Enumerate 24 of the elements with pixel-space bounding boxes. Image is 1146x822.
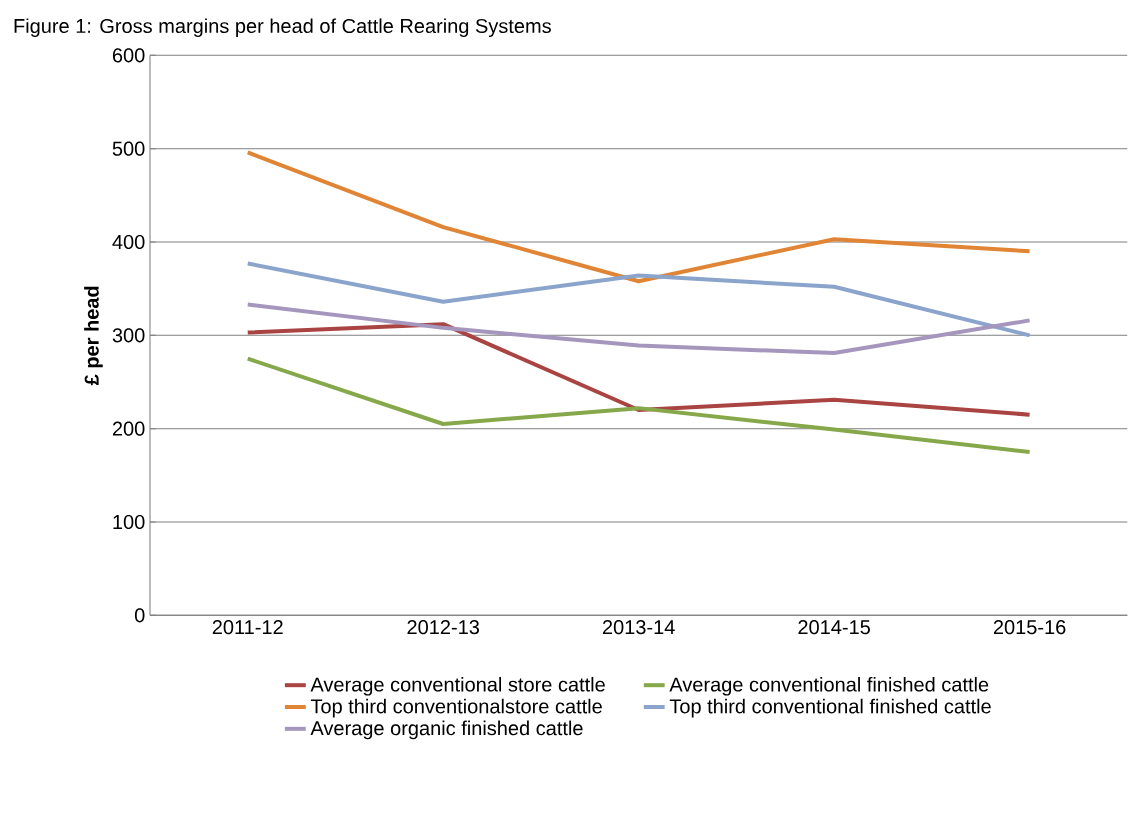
y-axis-title: £ per head (84, 286, 103, 386)
x-tick-label: 2011-12 (212, 620, 283, 635)
legend-label: Top third conventional finished cattle (669, 698, 991, 718)
y-tick-label: 500 (112, 141, 145, 156)
legend-label: Average conventional store cattle (310, 676, 605, 696)
line-series (245, 150, 1032, 284)
legend-label: Average organic finished cattle (310, 720, 583, 740)
y-tick-label: 400 (112, 234, 145, 250)
line-series (245, 302, 1032, 356)
line-series (245, 356, 1032, 454)
x-tick-label: 2012-13 (407, 620, 480, 635)
x-tick-label: 2014-15 (798, 620, 870, 635)
y-tick-label: 300 (112, 328, 145, 343)
chart-title: Figure 1: Gross margins per head of Cattle Rearing Systems (14, 18, 551, 38)
y-tick-label: 0 (134, 608, 145, 623)
x-tick-label: 2013-14 (602, 620, 675, 635)
legend-label: Average conventional finished cattle (669, 676, 989, 696)
legend-label: Top third conventionalstore cattle (310, 698, 602, 718)
x-tick-label: 2015-16 (993, 620, 1066, 635)
line-series (245, 322, 1032, 417)
y-tick-label: 600 (112, 48, 145, 63)
line-series (245, 261, 1032, 338)
y-tick-label: 200 (112, 421, 145, 436)
y-tick-label: 100 (113, 514, 145, 530)
